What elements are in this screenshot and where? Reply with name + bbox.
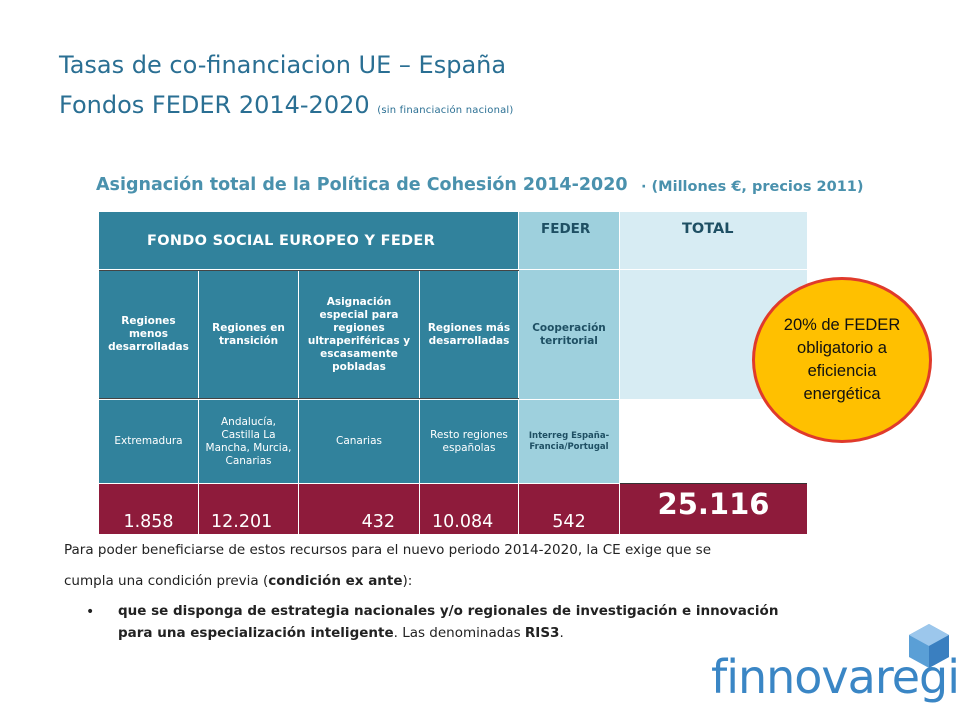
table-divider: [99, 398, 519, 399]
slide-subtitle: Fondos FEDER 2014-2020 (sin financiación…: [59, 88, 514, 128]
hexagon-logo-icon: [909, 624, 949, 668]
bullet-bold: para una especialización inteligente: [118, 625, 394, 641]
bullet-icon: •: [86, 604, 95, 620]
category-cell: Regiones en transición: [199, 270, 299, 400]
value-cell: 432: [299, 484, 420, 534]
value-cell: 12.201: [199, 484, 299, 534]
region-cell: Extremadura: [99, 400, 199, 484]
paragraph-text: Para poder beneficiarse de estos recurso…: [64, 542, 712, 558]
header-fse-feder: FONDO SOCIAL EUROPEO Y FEDER: [99, 212, 519, 270]
category-cell-feder: Cooperación territorial: [519, 270, 620, 400]
table-heading: Asignación total de la Política de Cohes…: [96, 175, 628, 195]
region-cell: Canarias: [299, 400, 420, 484]
total-value-cell: 25.116: [620, 484, 807, 534]
region-cell-feder: Interreg España-Francia/Portugal: [519, 400, 620, 484]
paragraph-text: ):: [402, 573, 413, 589]
category-cell: Asignación especial para regiones ultrap…: [299, 270, 420, 400]
region-cell: Andalucía, Castilla La Mancha, Murcia, C…: [199, 400, 299, 484]
value-cell: 10.084: [420, 484, 519, 534]
header-feder: FEDER: [519, 212, 620, 270]
header-total: TOTAL: [620, 212, 807, 270]
bullet-bold: RIS3: [524, 625, 560, 641]
slide-title-note: (sin financiación nacional): [377, 105, 514, 116]
category-cell: Regiones menos desarrolladas: [99, 270, 199, 400]
feder-callout-bubble: 20% de FEDER obligatorio a eficiencia en…: [752, 277, 932, 443]
cohesion-table: FONDO SOCIAL EUROPEO Y FEDER FEDER TOTAL…: [99, 212, 807, 534]
slide-title-line2: Fondos FEDER 2014-2020: [59, 91, 370, 119]
table-heading-note: · (Millones €, precios 2011): [641, 179, 864, 195]
paragraph-bold: condición ex ante: [268, 573, 403, 589]
value-cell: 1.858: [99, 484, 199, 534]
slide-title: Tasas de co-financiacion UE – España: [59, 48, 506, 83]
value-cell: 542: [519, 484, 620, 534]
region-cell: Resto regiones españolas: [420, 400, 519, 484]
table-divider: [99, 270, 519, 271]
callout-text: 20% de FEDER obligatorio a eficiencia en…: [783, 316, 901, 403]
paragraph-line1: Para poder beneficiarse de estos recurso…: [64, 542, 711, 558]
bullet-line2: para una especialización inteligente. La…: [118, 625, 564, 641]
bullet-line1: que se disponga de estrategia nacionales…: [118, 603, 778, 619]
bullet-text: .: [559, 625, 564, 641]
bullet-bold: que se disponga de estrategia nacionales…: [118, 603, 779, 619]
paragraph-text: cumpla una condición previa (: [64, 573, 269, 589]
slide-title-line1: Tasas de co-financiacion UE – España: [59, 51, 507, 79]
category-cell: Regiones más desarrolladas: [420, 270, 519, 400]
paragraph-line2: cumpla una condición previa (condición e…: [64, 573, 412, 589]
bullet-text: . Las denominadas: [393, 625, 525, 641]
